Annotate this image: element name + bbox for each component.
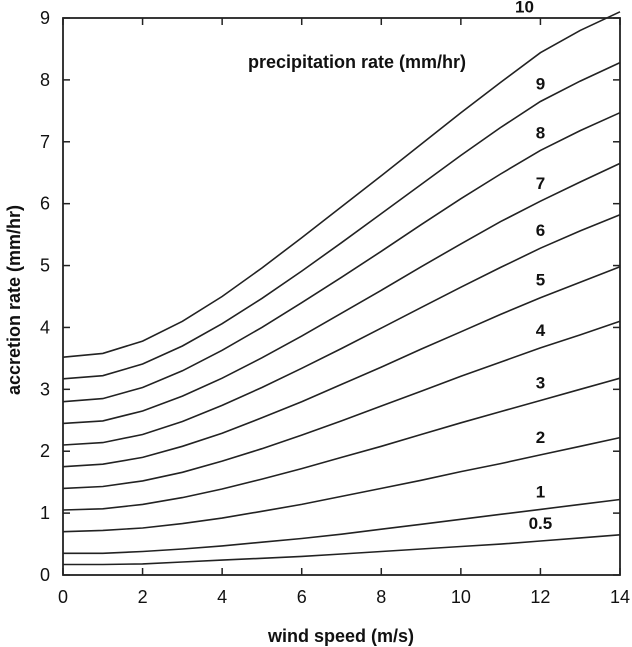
x-tick-label: 2 — [138, 587, 148, 607]
plot-frame — [62, 17, 621, 576]
y-axis: 0 1 2 3 4 5 6 7 8 9 — [40, 8, 620, 585]
y-axis-title: accretion rate (mm/hr) — [4, 205, 24, 395]
y-tick-label: 1 — [40, 503, 50, 523]
y-tick-label: 3 — [40, 379, 50, 399]
series-line-6 — [62, 214, 621, 446]
x-tick-label: 8 — [376, 587, 386, 607]
x-tick-label: 12 — [530, 587, 550, 607]
series-label: 5 — [536, 271, 545, 290]
series-line-8 — [62, 111, 621, 403]
series-label: 1 — [536, 482, 545, 501]
series-line-10 — [62, 11, 621, 358]
y-tick-label: 2 — [40, 441, 50, 461]
series-lines — [62, 11, 621, 566]
y-tick-label: 4 — [40, 317, 50, 337]
x-tick-label: 0 — [58, 587, 68, 607]
series-labels: 0.5 1 2 3 4 5 6 7 8 9 10 — [515, 0, 552, 533]
series-line-1 — [63, 498, 621, 555]
y-tick-label: 0 — [40, 565, 50, 585]
series-line-5 — [62, 266, 621, 468]
series-line-2 — [62, 436, 621, 533]
y-tick-label: 8 — [40, 70, 50, 90]
series-line-3 — [62, 377, 621, 511]
series-label: 3 — [536, 373, 545, 392]
x-axis: 0 2 4 6 8 10 12 14 — [58, 18, 630, 607]
series-label: 10 — [515, 0, 534, 17]
series-line-0-5 — [63, 534, 621, 566]
series-line-9 — [62, 61, 621, 380]
series-label: 7 — [536, 174, 545, 193]
series-line-4 — [62, 320, 621, 490]
x-axis-title: wind speed (m/s) — [267, 626, 414, 646]
y-tick-label: 9 — [40, 8, 50, 28]
legend-title: precipitation rate (mm/hr) — [248, 52, 466, 72]
series-label: 0.5 — [529, 514, 553, 533]
y-tick-label: 5 — [40, 256, 50, 276]
x-tick-label: 14 — [610, 587, 630, 607]
y-tick-label: 7 — [40, 132, 50, 152]
series-label: 9 — [536, 75, 545, 94]
x-tick-label: 10 — [451, 587, 471, 607]
y-tick-label: 6 — [40, 194, 50, 214]
series-label: 4 — [536, 321, 546, 340]
series-line-7 — [62, 162, 621, 425]
x-tick-label: 6 — [297, 587, 307, 607]
series-label: 2 — [536, 428, 545, 447]
series-label: 8 — [536, 123, 545, 142]
series-label: 6 — [536, 221, 545, 240]
x-tick-label: 4 — [217, 587, 227, 607]
